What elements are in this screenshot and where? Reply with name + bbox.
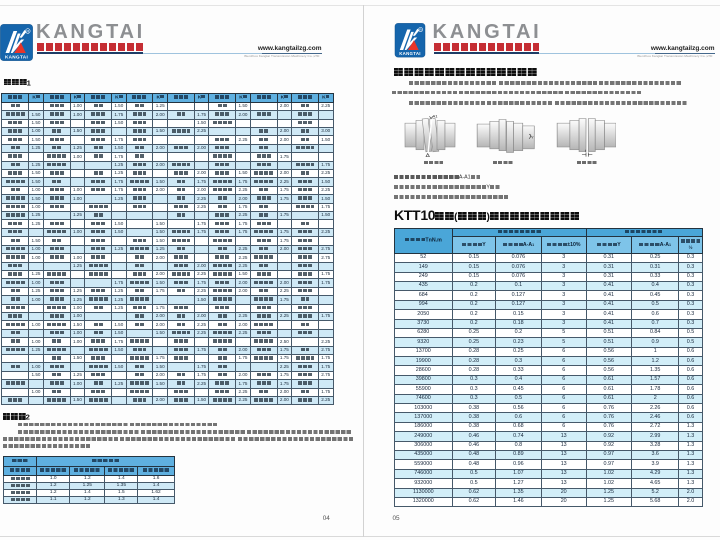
svg-text:t: t <box>585 149 587 153</box>
svg-text:Y: Y <box>531 135 534 139</box>
svg-text:R: R <box>26 29 29 34</box>
svg-text:A1: A1 <box>433 114 439 119</box>
svg-text:R: R <box>419 28 422 32</box>
svg-text:KANGTAI: KANGTAI <box>399 51 421 56</box>
svg-text:KANGTAI: KANGTAI <box>5 55 28 60</box>
